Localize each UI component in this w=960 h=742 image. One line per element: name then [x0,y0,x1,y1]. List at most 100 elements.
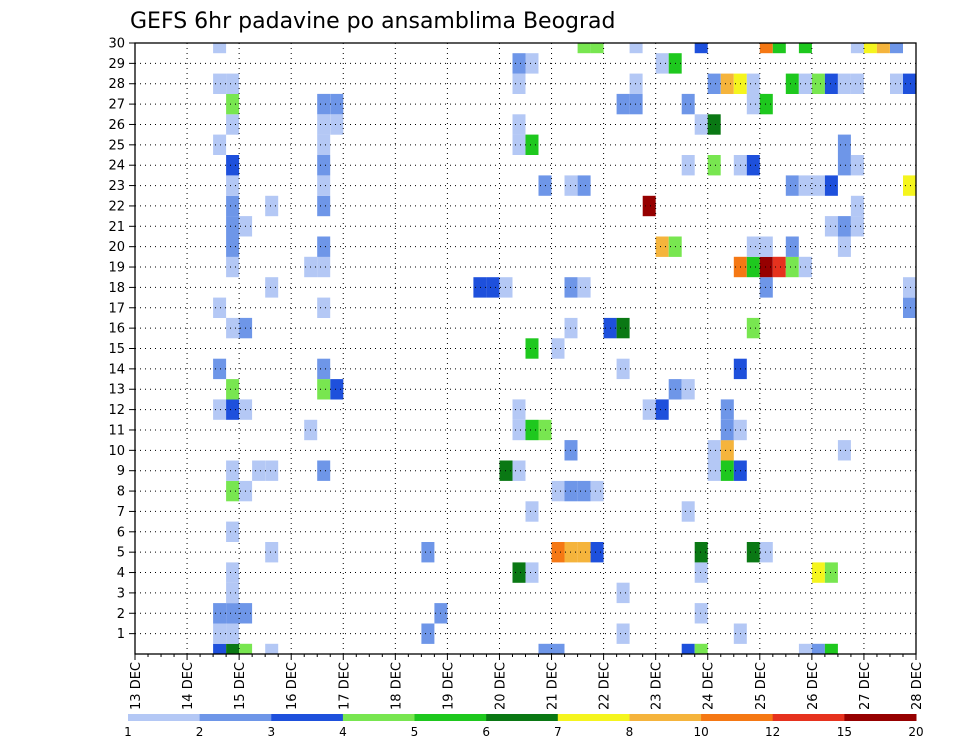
precip-cell [746,155,760,176]
y-tick-label: 11 [108,423,125,438]
precip-cell [772,43,786,54]
y-tick-label: 29 [108,57,125,72]
precip-cell [707,73,721,94]
precip-cell [876,43,890,54]
precip-cell [512,460,526,481]
precip-cell [512,562,526,583]
precip-cell [473,277,487,298]
precip-cell [317,175,331,196]
y-tick-label: 5 [117,546,125,561]
precip-cell [226,93,240,115]
y-tick-label: 28 [108,77,125,92]
precip-cell [551,643,565,654]
precip-cell [655,399,669,420]
precip-cell [226,521,240,542]
x-tick-label: 27 DEC [858,662,873,710]
x-tick-label: 16 DEC [285,662,300,710]
y-tick-label: 3 [117,586,125,601]
precip-cell [824,175,838,196]
precip-cell [577,175,591,196]
precip-cell [226,114,240,135]
precip-cell [837,73,851,94]
precip-cell [551,480,565,502]
precip-cell [590,542,604,563]
precip-cell [890,43,903,54]
precip-cell [512,134,526,155]
precip-cell [850,43,864,54]
precip-cell [785,175,799,196]
x-axis: 13 DEC 14 DEC 15 DEC 16 DEC 17 DEC 18 DEC 19 D… [129,654,925,710]
x-tick-label: 25 DEC [754,662,769,710]
precip-cell [317,114,331,135]
precip-cell [759,236,773,257]
precip-cell [785,236,799,257]
precip-cell [213,134,227,155]
precip-cell [525,338,539,359]
y-tick-label: 9 [117,464,125,479]
precip-cell [486,277,500,298]
precip-cell [694,114,708,135]
precip-cell [226,562,240,583]
precip-cell [213,43,227,54]
precip-cell [525,501,539,522]
precip-cell [707,114,721,135]
precip-cell [317,236,331,257]
precip-cell [642,195,656,217]
precip-cell [720,73,734,94]
precip-cell [512,419,526,441]
y-tick-label: 24 [108,159,125,174]
y-tick-label: 20 [108,240,125,255]
precip-cell [226,603,240,624]
y-tick-label: 15 [108,342,125,357]
x-tick-label: 19 DEC [441,662,456,710]
precip-cell [421,542,435,563]
precip-cell [213,603,227,624]
precip-cell [863,43,877,54]
legend-swatch [271,714,344,721]
precip-cell [226,155,240,176]
precip-cell [551,338,565,359]
precip-cell [746,317,760,339]
y-tick-label: 6 [117,525,125,540]
x-tick-label: 28 DEC [910,662,925,710]
legend-label: 20 [908,725,923,739]
precip-cell [317,195,331,217]
precip-cell [265,195,279,217]
precip-cell [226,460,240,481]
precip-cell [317,379,331,400]
precip-cell [512,53,526,74]
precip-cell [655,236,669,257]
legend-label: 10 [693,725,708,739]
precip-cell [837,440,851,461]
precip-cell [811,562,825,583]
legend-label: 5 [411,725,419,739]
legend-label: 7 [554,725,562,739]
precip-cell [746,93,760,115]
precip-cell [694,542,708,563]
precip-cell [759,277,773,298]
y-tick-label: 19 [108,261,125,276]
precip-cell [811,73,825,94]
legend-swatch [701,714,774,721]
precip-cell [577,277,591,298]
precip-cell [811,643,825,654]
precip-cell [226,175,240,196]
precip-cell [837,134,851,155]
precip-cell [226,623,240,644]
y-tick-label: 17 [108,301,125,316]
precip-cell [265,542,279,563]
precip-cell [824,643,838,654]
precip-cell [226,317,240,339]
precip-cell [512,399,526,420]
precip-cell [824,562,838,583]
x-tick-label: 15 DEC [233,662,248,710]
precip-cell [720,399,734,420]
y-tick-label: 2 [117,607,125,622]
chart-title: GEFS 6hr padavine po ansamblima Beograd [130,9,616,34]
y-tick-label: 14 [108,362,125,377]
legend-swatch [342,714,415,721]
legend-swatch [414,714,487,721]
precip-cell [226,73,240,94]
precip-cell [265,643,279,654]
precip-cell [824,216,838,237]
